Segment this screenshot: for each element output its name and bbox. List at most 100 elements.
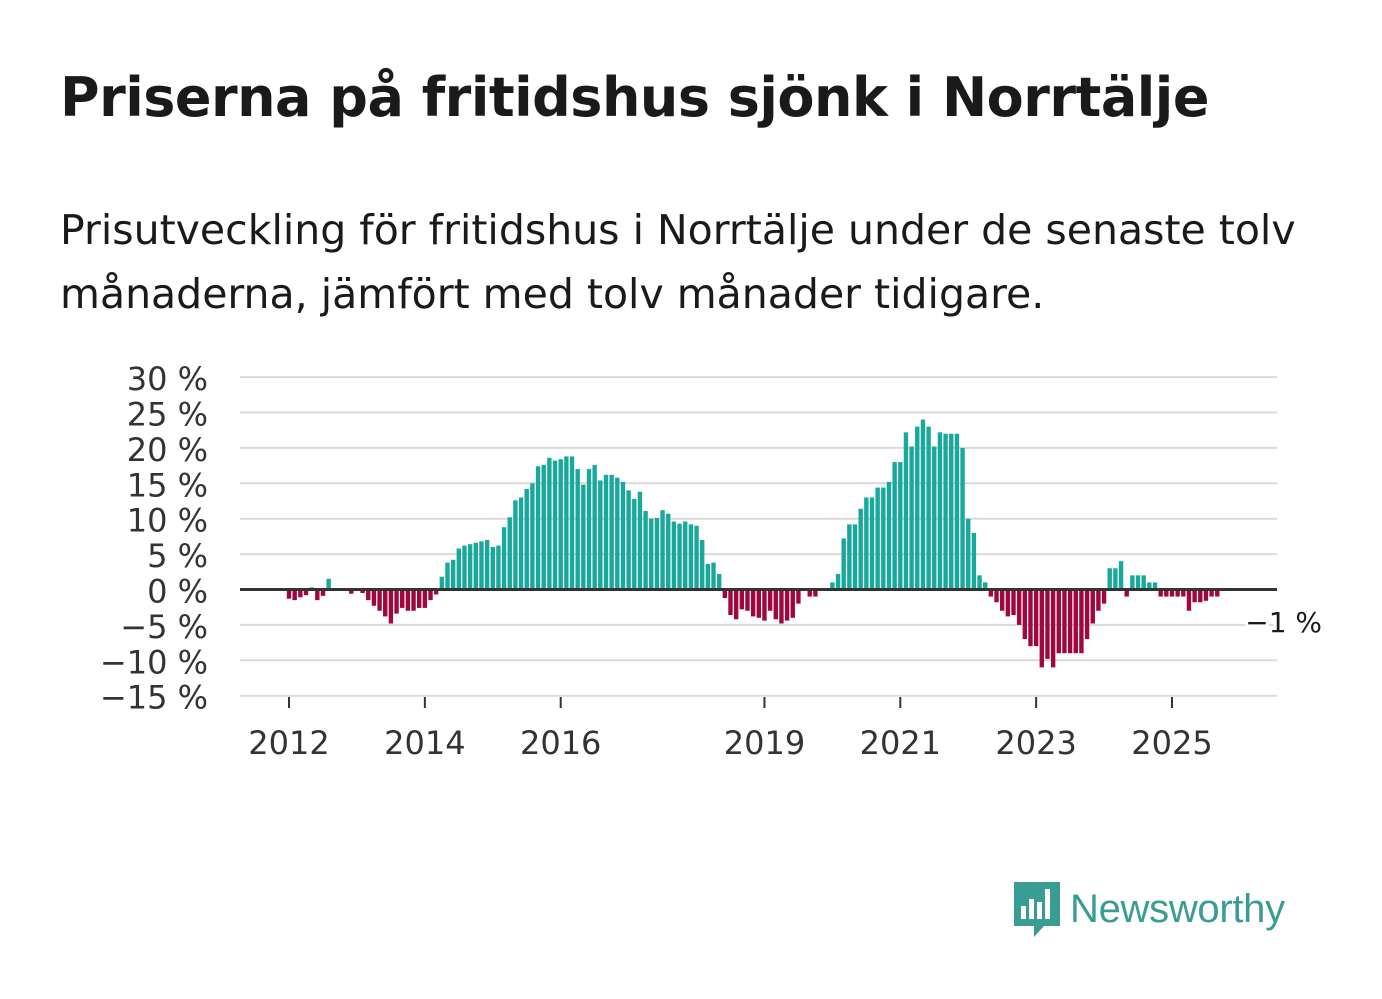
- bar: [796, 589, 801, 604]
- bar: [1130, 575, 1135, 590]
- bar: [790, 589, 795, 618]
- chart-subtitle: Prisutveckling för fritidshus i Norrtälj…: [60, 206, 1296, 318]
- bar: [632, 498, 637, 590]
- bar: [983, 582, 988, 590]
- bar: [1152, 582, 1158, 590]
- bar: [609, 474, 614, 590]
- price-change-chart: 30 %25 %20 %15 %10 %5 %0 %−5 %−10 %−15 %…: [99, 360, 1323, 762]
- bar: [892, 462, 897, 590]
- bar: [315, 589, 320, 601]
- bar: [750, 589, 756, 617]
- bar: [932, 446, 937, 590]
- bar: [1045, 589, 1050, 659]
- bar: [564, 456, 569, 590]
- bar: [903, 432, 909, 590]
- bar: [733, 589, 739, 620]
- bar: [835, 573, 841, 590]
- bar: [598, 480, 603, 590]
- bar: [507, 517, 512, 590]
- bar: [683, 521, 688, 590]
- bar: [954, 433, 960, 590]
- bar: [779, 589, 784, 624]
- bar: [411, 589, 416, 611]
- bar: [1203, 589, 1209, 601]
- bar: [484, 539, 490, 590]
- bar: [1073, 589, 1078, 654]
- bar: [909, 446, 914, 590]
- bar: [1056, 589, 1061, 654]
- bar: [400, 589, 405, 608]
- bar: [847, 524, 852, 590]
- bar: [762, 589, 767, 621]
- bar: [830, 582, 835, 590]
- bar: [858, 508, 863, 590]
- bar: [1033, 589, 1039, 647]
- y-tick-label: 15 %: [127, 466, 208, 504]
- bar: [383, 589, 388, 617]
- bar: [711, 562, 716, 590]
- x-tick-label: 2014: [384, 724, 465, 762]
- bar: [705, 564, 711, 590]
- last-value-label: −1 %: [1245, 606, 1322, 639]
- bar: [479, 541, 484, 590]
- bar: [298, 589, 303, 598]
- bar: [615, 477, 620, 590]
- bar: [1022, 589, 1028, 640]
- bar: [433, 589, 439, 595]
- bar: [473, 542, 478, 590]
- bar: [462, 545, 467, 590]
- bar: [784, 589, 790, 621]
- bar: [286, 589, 292, 599]
- bar: [326, 578, 331, 590]
- bar: [1011, 589, 1016, 615]
- bar: [626, 490, 631, 590]
- bar: [592, 464, 597, 590]
- bar: [1135, 575, 1141, 590]
- bar: [1186, 589, 1192, 611]
- bar: [937, 432, 943, 590]
- bar: [971, 532, 977, 590]
- bar: [688, 524, 694, 590]
- bar: [524, 488, 529, 590]
- bar: [649, 518, 654, 590]
- bar: [1215, 589, 1220, 597]
- bar: [456, 548, 462, 590]
- bar: [666, 513, 671, 590]
- bar: [1124, 589, 1129, 597]
- bar: [1005, 589, 1011, 617]
- bar: [1062, 589, 1067, 654]
- y-tick-label: 0 %: [147, 573, 208, 611]
- bar: [1181, 589, 1186, 597]
- bar: [394, 589, 399, 614]
- bar: [1209, 589, 1214, 597]
- bar: [694, 525, 699, 590]
- bar: [1090, 589, 1095, 624]
- bar: [898, 462, 903, 590]
- bar: [920, 419, 926, 590]
- bar: [371, 589, 377, 606]
- bar-layer: [286, 419, 1220, 668]
- brand-name: Newsworthy: [1070, 886, 1285, 931]
- y-tick-label: 30 %: [127, 360, 208, 398]
- bar: [513, 500, 518, 590]
- bar: [960, 447, 965, 590]
- bar: [886, 481, 892, 590]
- bar: [388, 589, 394, 624]
- bar: [949, 433, 954, 590]
- bar: [756, 589, 761, 618]
- bar: [377, 589, 382, 611]
- bar: [535, 466, 541, 590]
- x-tick-label: 2025: [1131, 724, 1212, 762]
- bar: [841, 538, 846, 590]
- bar: [360, 589, 365, 594]
- bar: [1067, 589, 1073, 654]
- bar: [813, 589, 818, 597]
- bar: [852, 524, 858, 590]
- bar: [1101, 589, 1107, 604]
- grid-layer: [240, 376, 1277, 697]
- bar: [671, 521, 677, 590]
- newsworthy-logo-icon: [1014, 882, 1060, 937]
- bar: [926, 426, 931, 590]
- bar: [428, 589, 433, 601]
- bar: [518, 497, 524, 590]
